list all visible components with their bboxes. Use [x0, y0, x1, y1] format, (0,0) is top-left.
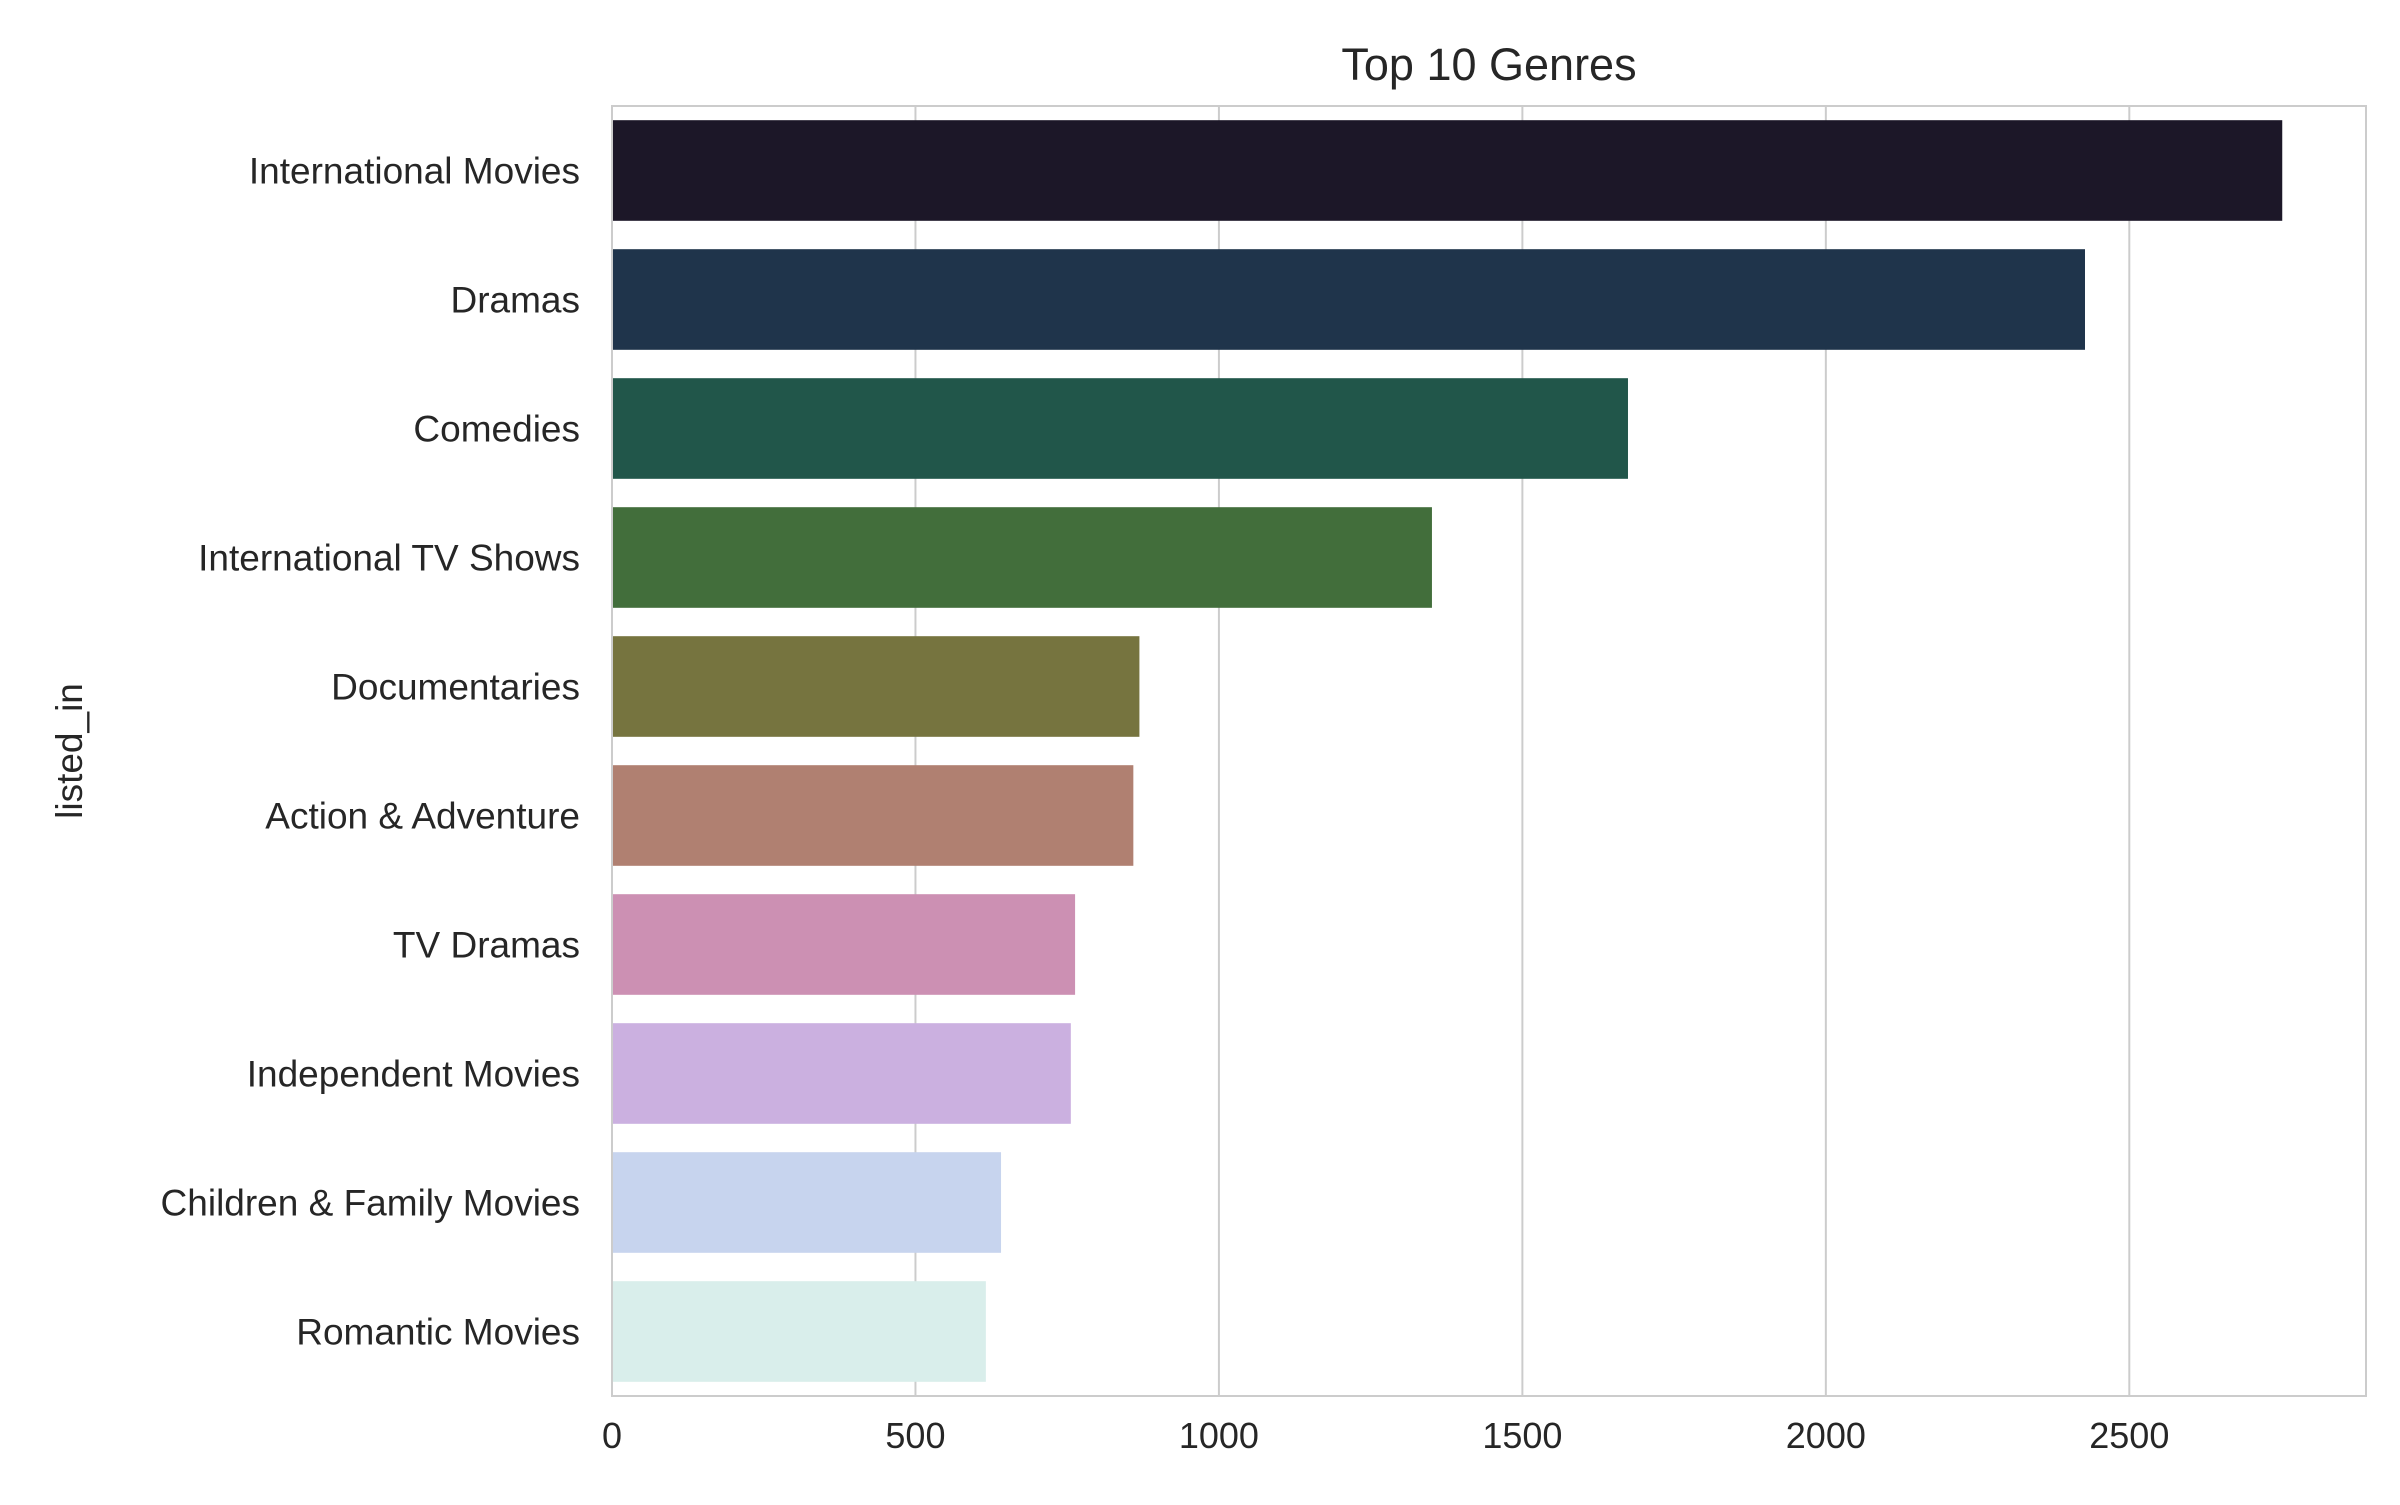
- category-label: TV Dramas: [393, 925, 580, 966]
- plot-frame: [611, 105, 2367, 1397]
- bar: [612, 1023, 1071, 1124]
- category-label: International Movies: [249, 151, 580, 192]
- category-label: Dramas: [450, 280, 580, 321]
- chart-title: Top 10 Genres: [1341, 39, 1636, 90]
- x-tick-label: 0: [602, 1415, 622, 1456]
- bar: [612, 120, 2283, 221]
- bar: [612, 507, 1432, 608]
- x-tick-labels: 0 500 1000 1500 2000 2500: [602, 1415, 2169, 1456]
- category-label: Romantic Movies: [296, 1312, 580, 1353]
- category-label: Comedies: [413, 409, 580, 450]
- x-tick-label: 2500: [2089, 1415, 2169, 1456]
- category-label: Action & Adventure: [265, 796, 580, 837]
- bar: [612, 378, 1628, 479]
- bar: [612, 894, 1076, 995]
- category-label: Documentaries: [331, 667, 580, 708]
- y-category-labels: International Movies Dramas Comedies Intern…: [161, 151, 580, 1353]
- y-axis-label: listed_in: [49, 683, 90, 819]
- x-tick-label: 500: [885, 1415, 945, 1456]
- x-tick-label: 1000: [1179, 1415, 1259, 1456]
- bar: [612, 1152, 1002, 1253]
- bar: [612, 765, 1134, 866]
- category-label: Children & Family Movies: [161, 1183, 580, 1224]
- x-tick-label: 1500: [1482, 1415, 1562, 1456]
- bar: [612, 636, 1140, 737]
- bars: [612, 120, 2283, 1382]
- category-label: International TV Shows: [198, 538, 580, 579]
- category-label: Independent Movies: [247, 1054, 580, 1095]
- bar: [612, 1281, 986, 1382]
- bar: [612, 249, 2085, 350]
- x-tick-label: 2000: [1786, 1415, 1866, 1456]
